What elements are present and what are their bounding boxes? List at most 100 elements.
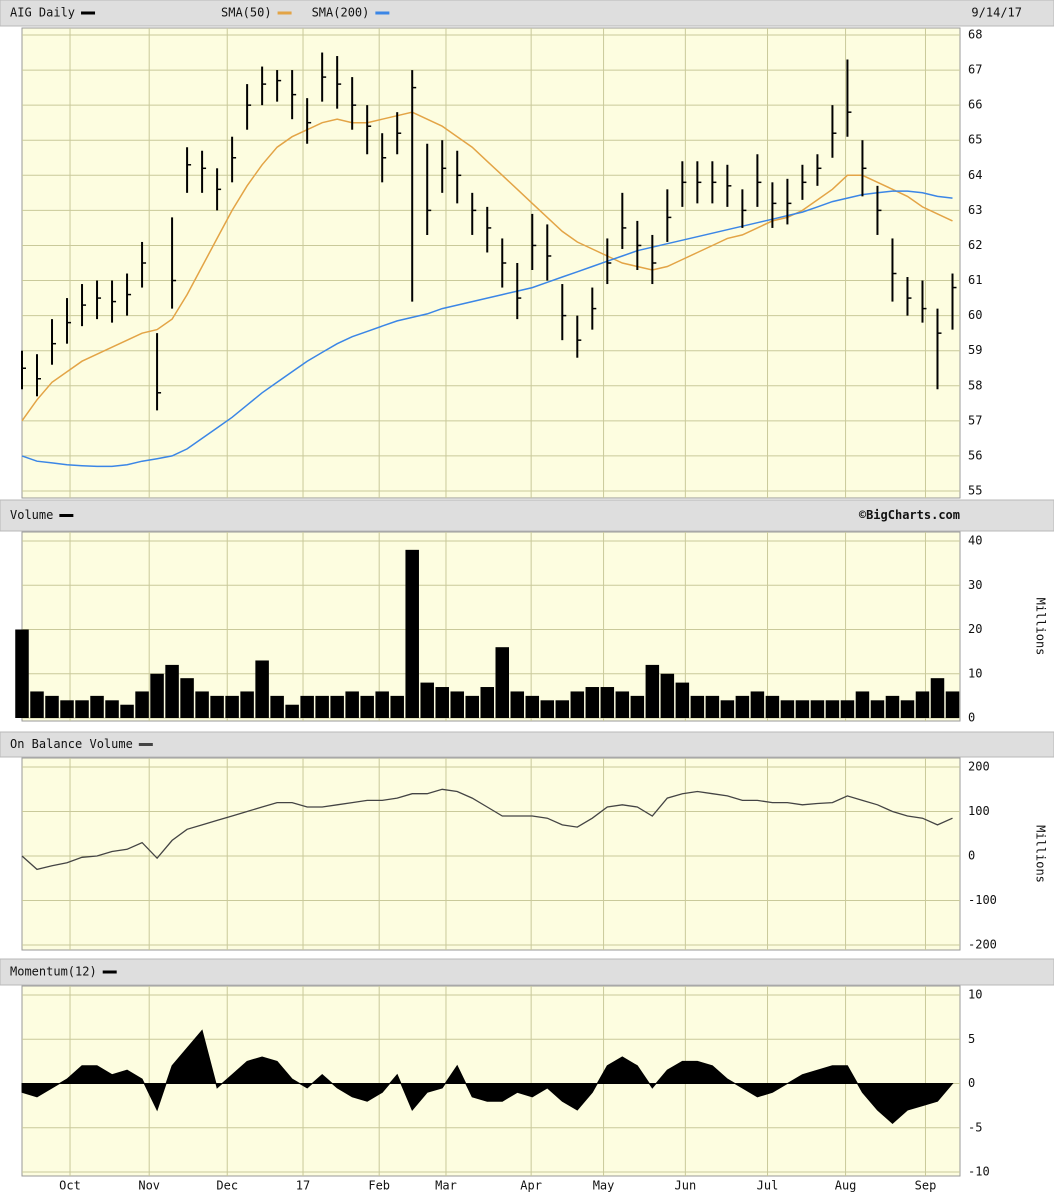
y-axis-label: Millions xyxy=(1034,825,1048,883)
volume-bar xyxy=(165,664,179,718)
volume-bar xyxy=(300,695,314,718)
x-tick-label: Dec xyxy=(216,1179,238,1193)
x-tick-label: Feb xyxy=(368,1179,390,1193)
volume-bar xyxy=(735,695,750,718)
volume-bar xyxy=(525,695,540,718)
volume-bar xyxy=(900,700,915,718)
x-tick-label: Nov xyxy=(138,1179,160,1193)
volume-bar xyxy=(240,691,254,718)
volume-bar xyxy=(660,673,675,718)
y-tick-label: 63 xyxy=(968,203,982,217)
plot-area xyxy=(21,27,961,499)
volume-bar xyxy=(345,691,359,718)
volume-bar xyxy=(540,700,555,718)
y-tick-label: -200 xyxy=(968,938,997,952)
panel-title: Momentum(12) xyxy=(10,965,97,979)
volume-bar xyxy=(855,691,870,718)
x-tick-label: Oct xyxy=(59,1179,81,1193)
volume-bar xyxy=(285,704,299,718)
volume-bar xyxy=(105,700,119,718)
y-tick-label: 65 xyxy=(968,133,982,147)
x-tick-label: Aug xyxy=(835,1179,857,1193)
volume-bar xyxy=(690,695,705,718)
volume-bar xyxy=(465,695,479,718)
volume-bar xyxy=(510,691,525,718)
volume-bar xyxy=(15,629,29,718)
y-tick-label: 56 xyxy=(968,448,982,462)
volume-bar xyxy=(780,700,795,718)
panel-title: Volume xyxy=(10,508,53,522)
volume-bar xyxy=(90,695,104,718)
y-axis-label: Millions xyxy=(1034,598,1048,656)
volume-bar xyxy=(600,687,615,718)
volume-bar xyxy=(450,691,464,718)
y-tick-label: 30 xyxy=(968,578,982,592)
volume-bar xyxy=(435,687,449,718)
volume-bar xyxy=(45,695,59,718)
y-tick-label: 57 xyxy=(968,413,982,427)
volume-bar xyxy=(135,691,149,718)
volume-bar xyxy=(195,691,209,718)
volume-bar xyxy=(615,691,630,718)
volume-bar xyxy=(915,691,930,718)
volume-bar xyxy=(210,695,224,718)
volume-bar xyxy=(360,695,374,718)
x-tick-label: Mar xyxy=(435,1179,457,1193)
volume-bar xyxy=(870,700,885,718)
volume-bar xyxy=(570,691,585,718)
y-tick-label: 10 xyxy=(968,988,982,1002)
volume-bar xyxy=(795,700,810,718)
volume-bar xyxy=(495,647,510,718)
volume-bar xyxy=(375,691,389,718)
volume-bar xyxy=(390,695,404,718)
y-tick-label: 0 xyxy=(968,1076,975,1090)
volume-bar xyxy=(315,695,329,718)
volume-bar xyxy=(630,695,645,718)
panel-header xyxy=(0,731,1054,758)
y-tick-label: 67 xyxy=(968,63,982,77)
y-tick-label: 59 xyxy=(968,343,982,357)
volume-bar xyxy=(765,695,780,718)
volume-bar xyxy=(480,687,495,718)
x-tick-label: Jun xyxy=(675,1179,697,1193)
volume-bar xyxy=(255,660,269,718)
volume-bar xyxy=(225,695,239,718)
y-tick-label: -10 xyxy=(968,1165,990,1179)
legend-label: SMA(200) xyxy=(312,6,370,20)
y-tick-label: 68 xyxy=(968,28,982,42)
volume-bar xyxy=(825,700,840,718)
x-tick-label: May xyxy=(593,1179,615,1193)
volume-bar xyxy=(930,678,945,718)
volume-bar xyxy=(810,700,825,718)
legend-label: SMA(50) xyxy=(221,6,272,20)
y-tick-label: 61 xyxy=(968,273,982,287)
y-tick-label: -100 xyxy=(968,893,997,907)
y-tick-label: 62 xyxy=(968,238,982,252)
volume-bar xyxy=(555,700,570,718)
volume-bar xyxy=(405,549,419,718)
volume-bar xyxy=(750,691,765,718)
volume-bar xyxy=(270,695,284,718)
y-tick-label: 0 xyxy=(968,849,975,863)
volume-bar xyxy=(60,700,74,718)
panel-title: AIG Daily xyxy=(10,6,75,20)
y-tick-label: 40 xyxy=(968,534,982,548)
y-tick-label: 100 xyxy=(968,804,990,818)
x-tick-label: Apr xyxy=(520,1179,542,1193)
volume-bar xyxy=(885,695,900,718)
x-tick-label: 17 xyxy=(296,1179,310,1193)
y-tick-label: 200 xyxy=(968,760,990,774)
y-tick-label: 5 xyxy=(968,1032,975,1046)
y-tick-label: 10 xyxy=(968,666,982,680)
y-tick-label: -5 xyxy=(968,1120,982,1134)
panel-title: On Balance Volume xyxy=(10,737,133,751)
volume-bar xyxy=(675,682,690,718)
indicator-line xyxy=(21,788,953,871)
volume-bar xyxy=(585,687,600,718)
volume-bar xyxy=(180,678,194,718)
y-tick-label: 20 xyxy=(968,622,982,636)
volume-bar xyxy=(705,695,720,718)
plot-area xyxy=(21,757,961,951)
moving-average xyxy=(21,190,953,468)
